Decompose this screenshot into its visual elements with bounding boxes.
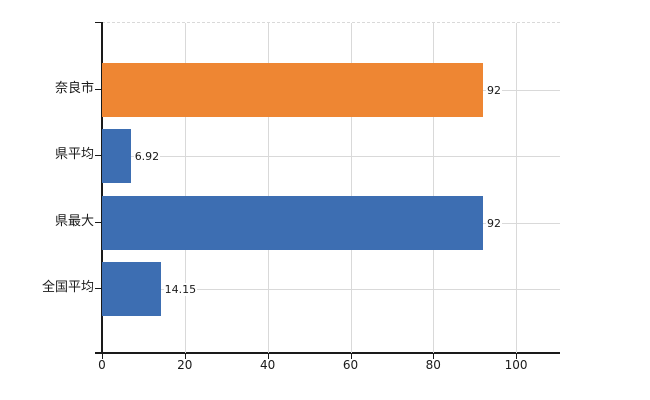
value-label-national-average: 14.15 — [163, 283, 198, 296]
x-tick-label-100: 100 — [504, 358, 528, 372]
x-tick-label-20: 20 — [177, 358, 193, 372]
y-axis-tick-prefecture-average — [95, 155, 102, 157]
x-axis-tick-80 — [433, 354, 435, 359]
category-label-prefecture-max: 県最大 — [54, 213, 94, 229]
x-axis-tick-60 — [350, 354, 352, 359]
x-gridline-20 — [184, 23, 186, 353]
category-label-nara-city: 奈良市 — [54, 81, 94, 96]
y-axis-edge-tick — [95, 22, 102, 23]
category-label-national-average: 全国平均 — [41, 280, 94, 295]
x-axis-tick-40 — [267, 354, 269, 359]
bar-prefecture-average — [102, 129, 131, 184]
x-axis-tick-20 — [184, 354, 186, 359]
x-tick-label-40: 40 — [259, 358, 276, 372]
x-gridline-100 — [516, 23, 518, 353]
value-label-prefecture-average: 6.92 — [133, 150, 161, 164]
bar-nara-city — [102, 63, 483, 117]
y-gridline-national-average — [102, 289, 560, 290]
x-gridline-60 — [350, 23, 352, 353]
value-label-prefecture-max: 92 — [486, 216, 502, 230]
x-tick-label-60: 60 — [342, 358, 359, 372]
x-gridline-80 — [433, 23, 435, 353]
x-axis-line — [95, 352, 560, 354]
category-label-prefecture-average: 県平均 — [54, 147, 94, 163]
y-axis-tick-national-average — [95, 288, 102, 289]
x-tick-label-0: 0 — [98, 358, 106, 372]
x-axis-tick-100 — [516, 354, 518, 359]
y-axis-line — [101, 22, 103, 353]
x-tick-label-80: 80 — [425, 358, 441, 372]
value-label-nara-city: 92 — [486, 84, 502, 97]
y-axis-tick-nara-city — [95, 89, 102, 90]
x-axis-tick-0 — [102, 354, 103, 359]
bar-prefecture-max — [102, 195, 483, 250]
bar-national-average — [102, 262, 161, 316]
x-gridline-40 — [267, 23, 269, 353]
plot-area: 92 6.92 92 14.15 — [102, 22, 560, 353]
y-gridline-prefecture-average — [102, 156, 560, 158]
y-axis-tick-prefecture-max — [95, 221, 102, 223]
